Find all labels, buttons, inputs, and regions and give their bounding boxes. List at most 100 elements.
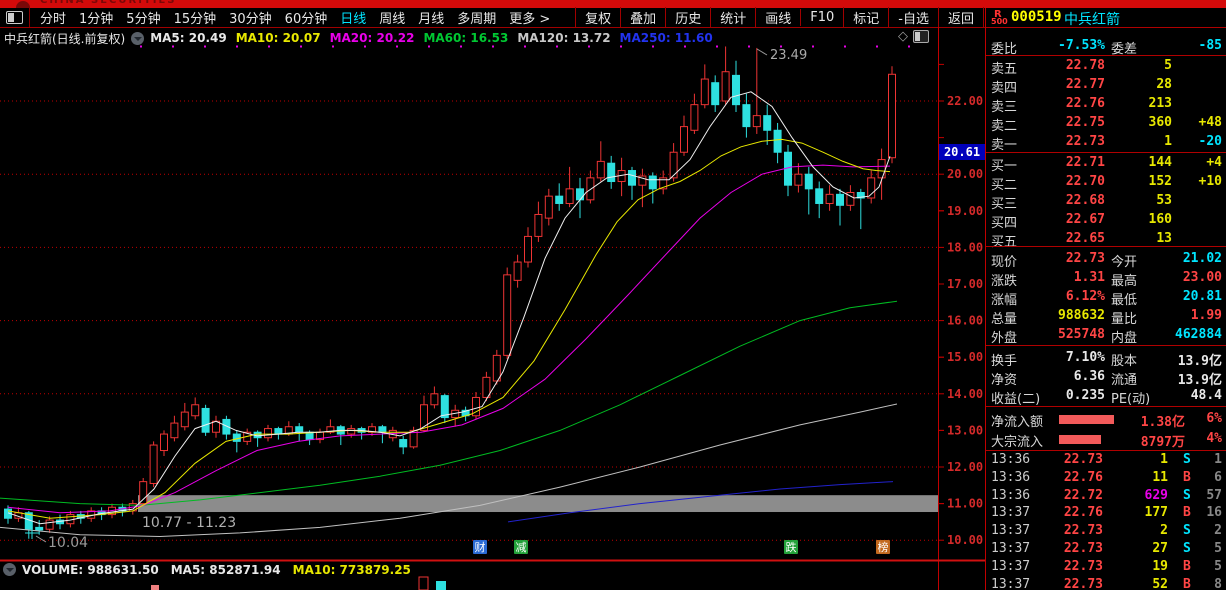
sell-level-label-5: 卖一 <box>991 138 1018 153</box>
fundamental-label-r-1: 股本 <box>1111 354 1138 369</box>
period-tab-7[interactable]: 日线 <box>340 12 367 27</box>
period-menubar: 分时 1分钟 5分钟 15分钟 30分钟 60分钟 日线 周线 月线 多周期 更多 > 复权 叠加 历史… <box>0 7 1226 28</box>
tool-button-7[interactable]: 标记 <box>843 7 888 28</box>
tool-button-1[interactable]: 复权 <box>575 7 620 28</box>
top-banner: CHINA SECURITIES <box>0 0 1226 8</box>
volume-pane-header: VOLUME: 988631.50 MA5: 852871.94 MA10: 773… <box>3 562 423 577</box>
svg-text:跌: 跌 <box>786 540 797 554</box>
panel-divider <box>986 27 1226 28</box>
sell-level-label-2: 卖四 <box>991 81 1018 96</box>
fund-flow-pct-2: 4% <box>1206 430 1222 446</box>
period-tab-5[interactable]: 30分钟 <box>229 12 272 27</box>
buy-level-volume-5: 13 <box>1156 231 1172 246</box>
sell-level-volume-1: 5 <box>1164 58 1172 73</box>
quote-value-r-4: 1.99 <box>1190 308 1222 323</box>
fund-flow-bar-1 <box>1059 415 1114 424</box>
tick-volume-2: 11 <box>1152 469 1168 485</box>
panel-divider <box>986 246 1226 247</box>
tick-count-3: 57 <box>1206 487 1222 503</box>
tick-time-8: 13:37 <box>991 576 1031 590</box>
fundamental-value-l-2: 6.36 <box>1073 369 1105 384</box>
period-tab-10[interactable]: 多周期 <box>457 12 497 27</box>
tick-count-6: 5 <box>1214 541 1222 556</box>
fund-flow-label-1: 净流入额 <box>991 415 1044 430</box>
period-tab-9[interactable]: 月线 <box>418 12 445 27</box>
svg-text:10.00: 10.00 <box>947 533 983 547</box>
indicator-dropdown-icon[interactable] <box>131 31 145 45</box>
fundamental-label-l-1: 换手 <box>991 354 1018 369</box>
ma-value-labels: MA5: 20.49 MA10: 20.07 MA20: 20.22 MA60: 16… <box>150 31 722 45</box>
panel-divider <box>986 345 1226 346</box>
tick-time-5: 13:37 <box>991 523 1031 539</box>
fund-flow-value-2: 8797万 <box>1140 434 1185 450</box>
svg-text:22.00: 22.00 <box>947 94 983 108</box>
tick-side-4: B <box>1183 505 1191 521</box>
fundamental-label-r-3: PE(动) <box>1111 392 1151 407</box>
tick-side-2: B <box>1183 469 1191 485</box>
tick-count-4: 16 <box>1206 505 1222 521</box>
diamond-marker-icon[interactable]: ◇ <box>898 29 908 44</box>
tick-volume-4: 177 <box>1144 505 1168 521</box>
layout-toggle-icon[interactable] <box>6 11 23 24</box>
buy-level-price-5: 22.65 <box>1065 231 1105 246</box>
quote-label-l-4: 总量 <box>991 312 1018 327</box>
stock-name: 中兵红箭 <box>1064 12 1120 28</box>
period-tab-1[interactable]: 分时 <box>40 12 67 27</box>
tool-button-4[interactable]: 统计 <box>710 7 755 28</box>
split-window-icon[interactable] <box>913 30 929 43</box>
tick-count-7: 5 <box>1214 558 1222 574</box>
volume-label-3: MA10: 773879.25 <box>292 562 411 577</box>
sell-level-delta-4: +48 <box>1198 115 1222 130</box>
buy-level-price-3: 22.68 <box>1065 193 1105 208</box>
tool-button-3[interactable]: 历史 <box>665 7 710 28</box>
svg-text:16.00: 16.00 <box>947 314 983 328</box>
volume-dropdown-icon[interactable] <box>3 563 16 576</box>
tool-button-5[interactable]: 画线 <box>755 7 800 28</box>
sell-level-volume-3: 213 <box>1148 96 1172 111</box>
period-tabs: 分时 1分钟 5分钟 15分钟 30分钟 60分钟 日线 周线 月线 多周期 更多 > <box>29 8 550 27</box>
quote-label-l-5: 外盘 <box>991 331 1018 346</box>
period-tab-6[interactable]: 60分钟 <box>284 12 328 27</box>
period-tab-3[interactable]: 5分钟 <box>126 12 161 27</box>
buy-level-label-3: 买三 <box>991 197 1018 212</box>
ma-label-6: MA250: 11.60 <box>619 31 713 45</box>
axis-price-cursor: 20.61 <box>939 143 985 160</box>
tick-side-5: S <box>1183 523 1191 539</box>
period-tab-8[interactable]: 周线 <box>379 12 406 27</box>
buy-level-label-4: 买四 <box>991 216 1018 231</box>
weicha-label: 委差 <box>1111 42 1138 57</box>
quote-value-l-1: 22.73 <box>1065 251 1105 266</box>
quote-value-r-5: 462884 <box>1175 327 1222 342</box>
buy-level-label-2: 买二 <box>991 178 1018 193</box>
sell-level-label-4: 卖二 <box>991 119 1018 134</box>
svg-text:18.00: 18.00 <box>947 240 983 254</box>
fundamental-value-r-3: 48.4 <box>1190 388 1222 403</box>
sell-level-volume-5: 1 <box>1164 134 1172 149</box>
stock-code: 000519 <box>1011 9 1062 25</box>
tool-button-6[interactable]: F10 <box>800 9 843 26</box>
tool-button-2[interactable]: 叠加 <box>620 7 665 28</box>
candlestick-chart[interactable]: 22.00 20.00 19.00 18.00 17.00 16.00 15.00 14.00… <box>0 0 985 590</box>
sell-level-price-1: 22.78 <box>1065 58 1105 73</box>
svg-text:10.04: 10.04 <box>48 535 88 551</box>
buy-level-delta-2: +10 <box>1198 174 1222 189</box>
quote-label-l-3: 涨幅 <box>991 293 1018 308</box>
period-tab-11[interactable]: 更多 > <box>509 12 551 27</box>
fundamental-value-r-1: 13.9亿 <box>1177 354 1222 369</box>
svg-text:13.00: 13.00 <box>947 423 983 437</box>
ma-label-5: MA120: 13.72 <box>517 31 611 45</box>
quote-value-l-5: 525748 <box>1058 327 1105 342</box>
fundamental-label-l-2: 净资 <box>991 373 1018 388</box>
buy-level-volume-2: 152 <box>1148 174 1172 189</box>
svg-text:17.00: 17.00 <box>947 277 983 291</box>
period-tab-4[interactable]: 15分钟 <box>173 12 217 27</box>
broker-name: CHINA SECURITIES <box>40 0 177 6</box>
buy-level-price-1: 22.71 <box>1065 155 1105 170</box>
period-tab-2[interactable]: 1分钟 <box>79 12 114 27</box>
chart-title: 中兵红箭(日线.前复权) <box>4 31 126 46</box>
tool-button-8[interactable]: -自选 <box>888 7 938 28</box>
tool-button-9[interactable]: 返回 <box>937 7 984 28</box>
fundamental-value-r-2: 13.9亿 <box>1177 373 1222 388</box>
svg-text:财: 财 <box>475 540 486 554</box>
